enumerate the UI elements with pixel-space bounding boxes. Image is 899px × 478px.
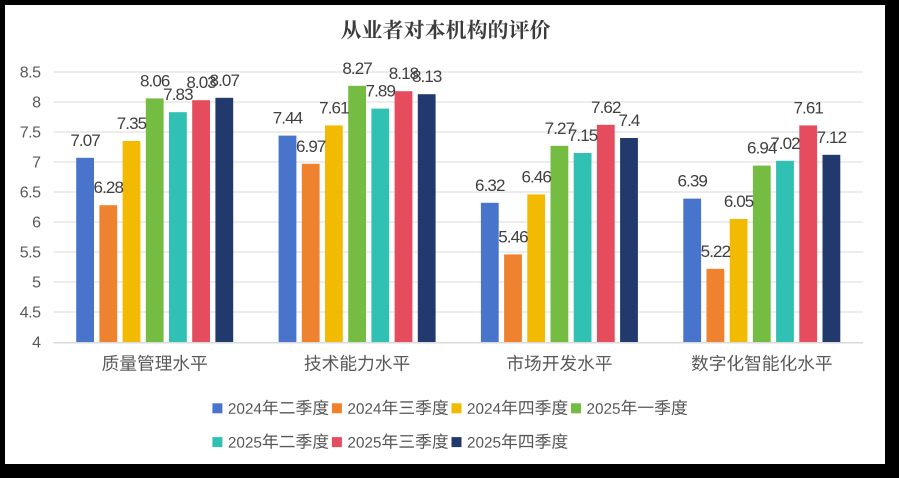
svg-text:7.15: 7.15: [568, 126, 598, 145]
svg-text:7.5: 7.5: [20, 125, 41, 142]
svg-text:8.07: 8.07: [210, 71, 240, 90]
svg-text:8.06: 8.06: [140, 71, 170, 90]
svg-text:5.46: 5.46: [498, 227, 528, 246]
svg-text:8.03: 8.03: [186, 73, 216, 92]
svg-text:7.62: 7.62: [591, 98, 621, 117]
svg-text:6.97: 6.97: [296, 137, 326, 156]
svg-text:7: 7: [32, 155, 41, 172]
svg-text:8.27: 8.27: [342, 59, 372, 78]
svg-text:6.05: 6.05: [724, 192, 754, 211]
svg-text:6.94: 6.94: [747, 139, 777, 158]
svg-text:7.02: 7.02: [770, 134, 800, 153]
svg-text:7.61: 7.61: [319, 98, 349, 117]
svg-text:8.18: 8.18: [389, 64, 419, 83]
svg-text:7.61: 7.61: [793, 98, 823, 117]
svg-text:7.07: 7.07: [70, 131, 100, 150]
svg-text:8.5: 8.5: [20, 65, 41, 82]
svg-text:8.13: 8.13: [412, 67, 442, 86]
svg-text:5.5: 5.5: [20, 245, 41, 262]
svg-text:6.5: 6.5: [20, 185, 41, 202]
svg-text:7.35: 7.35: [117, 114, 147, 133]
svg-text:7.44: 7.44: [273, 109, 303, 128]
svg-text:5: 5: [32, 275, 41, 292]
svg-text:5.22: 5.22: [701, 242, 731, 261]
svg-text:7.83: 7.83: [163, 85, 193, 104]
svg-text:8: 8: [32, 95, 41, 112]
svg-text:6.28: 6.28: [94, 178, 124, 197]
svg-text:6.46: 6.46: [521, 167, 551, 186]
svg-text:7.4: 7.4: [619, 111, 640, 130]
svg-text:4.5: 4.5: [20, 305, 41, 322]
svg-text:6.32: 6.32: [475, 176, 505, 195]
svg-text:6.39: 6.39: [677, 172, 707, 191]
svg-text:4: 4: [32, 335, 41, 352]
svg-text:7.89: 7.89: [366, 82, 396, 101]
svg-text:7.12: 7.12: [817, 128, 847, 147]
svg-text:7.27: 7.27: [545, 119, 575, 138]
svg-text:6: 6: [32, 215, 41, 232]
